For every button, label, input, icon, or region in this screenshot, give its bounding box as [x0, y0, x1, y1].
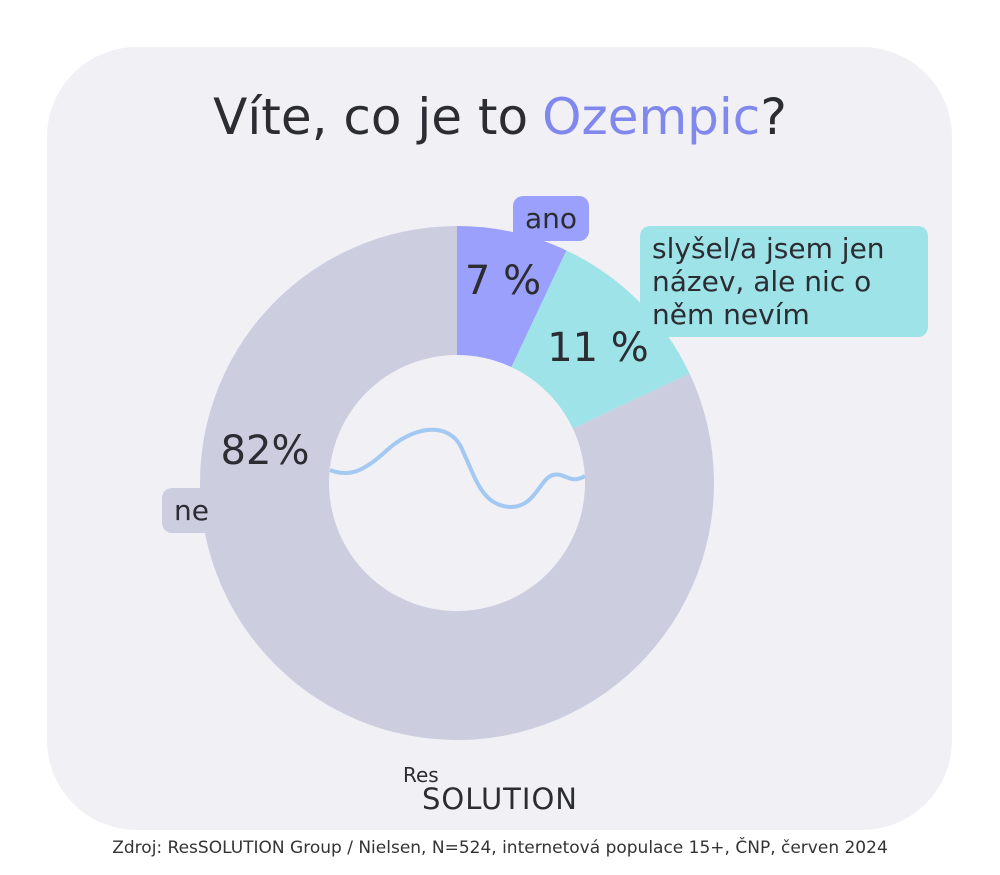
value-label: 82% — [221, 428, 310, 474]
chart-title: Víte, co je to Ozempic? — [213, 88, 787, 146]
title-highlight: Ozempic — [542, 88, 760, 146]
title-part: Víte, co je to — [213, 88, 528, 146]
decorative-wave — [329, 427, 587, 510]
donut-slice — [511, 250, 690, 429]
value-label: 11 % — [547, 325, 649, 371]
category-label: ano — [513, 196, 590, 241]
value-labels: 7 %11 % 82% — [221, 258, 649, 474]
title-part: ? — [760, 88, 787, 146]
logo-solution: SOLUTION — [422, 782, 578, 816]
donut-slice — [457, 226, 567, 368]
source-note: Zdroj: ResSOLUTION Group / Nielsen, N=52… — [112, 838, 888, 858]
donut-slice — [200, 226, 715, 740]
donut — [200, 226, 715, 740]
category-label: slyšel/a jsem jen název, ale nic o něm n… — [640, 226, 928, 337]
logo-res: Res — [403, 763, 439, 787]
category-label: ne — [162, 488, 221, 533]
value-label: 7 % — [465, 258, 541, 304]
